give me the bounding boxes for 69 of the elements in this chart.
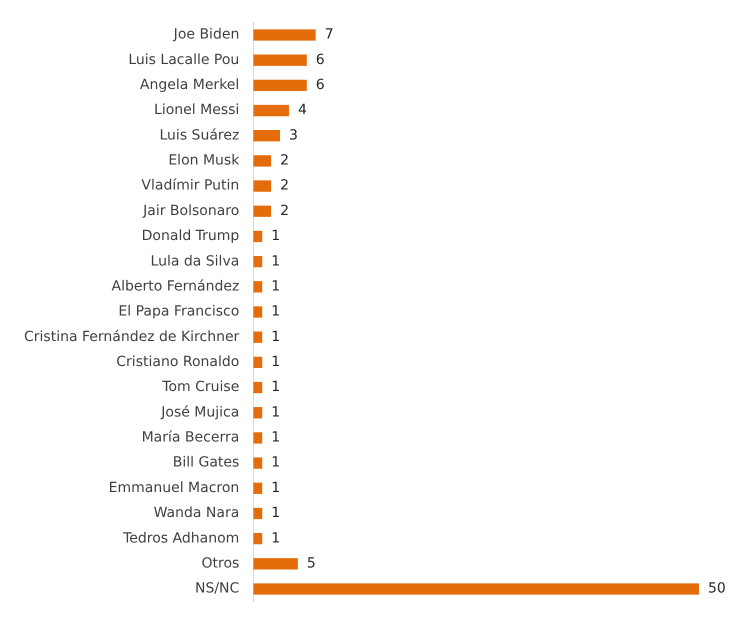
bar [253,432,262,444]
data-label: 1 [271,430,280,446]
bar [253,104,289,116]
data-label: 1 [271,228,280,244]
bar [253,80,307,92]
data-label: 5 [306,555,316,572]
data-label: 3 [289,127,298,144]
y-tick-label: Tedros Adhanom [122,530,240,546]
bar [253,407,262,418]
bar [253,382,262,394]
data-label: 1 [271,454,280,471]
y-tick-label: Lula da Silva [150,253,240,270]
data-label: 1 [271,530,280,546]
bar [253,281,262,292]
y-tick-label: Elon Musk [168,152,240,169]
data-label: 1 [271,480,280,496]
bar [253,356,262,368]
data-label: 1 [271,253,280,270]
bar [253,508,262,520]
data-label: 6 [316,76,325,93]
data-label: 1 [271,505,280,522]
data-label: 4 [298,102,307,118]
bar [253,206,272,217]
bar [253,457,262,469]
y-tick-label: María Becerra [142,430,240,446]
data-label: 1 [271,404,280,420]
y-tick-label: NS/NC [194,580,240,597]
y-tick-label: Donald Trump [142,228,240,244]
data-label: 2 [280,152,290,169]
data-label: 6 [316,52,325,68]
data-label: 7 [324,26,334,43]
bar [253,558,298,570]
data-label: 1 [271,354,280,370]
y-tick-label: Lionel Messi [154,102,240,118]
y-tick-label: Wanda Nara [154,505,240,522]
bar [253,130,280,142]
bar [253,532,262,544]
y-tick-label: Angela Merkel [140,76,240,93]
data-label: 1 [271,379,280,396]
y-tick-label: Otros [201,555,240,572]
bar [253,29,316,41]
data-label: 1 [271,278,280,294]
bar [253,155,272,167]
y-tick-label: Tom Cruise [161,379,240,396]
y-tick-label: Alberto Fernández [112,278,240,294]
data-label: 2 [280,202,290,219]
bar [253,256,262,268]
data-label: 50 [708,580,726,597]
y-tick-label: Jair Bolsonaro [142,202,240,219]
y-tick-label: Luis Lacalle Pou [128,52,240,68]
data-label: 2 [280,178,290,194]
bar [253,583,699,595]
bar [253,54,307,66]
bar [253,306,262,318]
bar [253,180,272,192]
y-tick-label: Bill Gates [172,454,240,471]
y-tick-label: Emmanuel Macron [108,480,240,496]
data-label: 1 [271,328,280,345]
y-tick-label: El Papa Francisco [118,304,240,320]
bar [253,230,262,242]
y-tick-label: José Mujica [160,404,240,420]
y-tick-label: Cristina Fernández de Kirchner [24,328,240,345]
data-label: 1 [271,304,280,320]
y-tick-label: Vladímir Putin [141,178,240,194]
y-tick-label: Cristiano Ronaldo [116,354,240,370]
y-tick-label: Joe Biden [172,26,240,43]
bar [253,332,262,343]
bar [253,482,262,494]
y-tick-label: Luis Suárez [160,127,240,144]
